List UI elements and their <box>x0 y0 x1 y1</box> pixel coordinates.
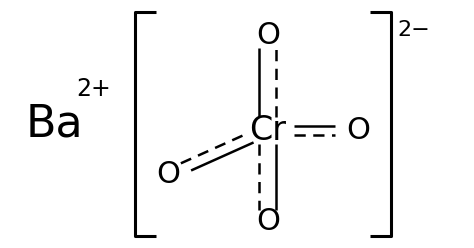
Text: Cr: Cr <box>249 114 286 147</box>
Text: Ba: Ba <box>26 102 84 146</box>
Text: O: O <box>256 22 280 50</box>
Text: O: O <box>156 160 180 189</box>
Text: 2+: 2+ <box>76 77 110 101</box>
Text: 2−: 2− <box>397 20 430 40</box>
Text: O: O <box>256 208 280 236</box>
Text: O: O <box>346 116 370 145</box>
